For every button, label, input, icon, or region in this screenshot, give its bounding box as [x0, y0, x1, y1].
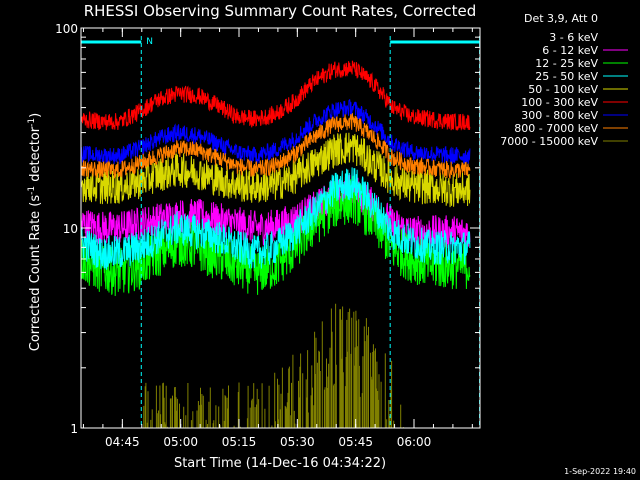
series-800-7000-kev	[80, 113, 471, 179]
legend-label: 7000 - 15000 keV	[500, 135, 598, 148]
series-50-100-kev	[80, 132, 471, 208]
x-tick-label: 05:30	[280, 435, 315, 449]
series-7000-15000-kev	[143, 303, 404, 428]
series-line	[143, 303, 404, 428]
legend-label: 3 - 6 keV	[549, 31, 598, 44]
legend-header: Det 3,9, Att 0	[524, 12, 598, 25]
series-line	[80, 167, 471, 270]
x-tick-label: 05:00	[163, 435, 198, 449]
x-axis-label: Start Time (14-Dec-16 04:34:22)	[174, 456, 386, 471]
legend-label: 300 - 800 keV	[521, 109, 598, 122]
series-3-6-kev	[80, 163, 471, 237]
series-line	[80, 163, 471, 237]
x-tick-label: 05:15	[222, 435, 257, 449]
legend-label: 12 - 25 keV	[535, 57, 598, 70]
legend-label: 6 - 12 keV	[542, 44, 598, 57]
legend-label: 100 - 300 keV	[521, 96, 598, 109]
x-tick-label: 06:00	[397, 435, 432, 449]
series-line	[80, 113, 471, 179]
series-100-300-kev	[80, 60, 471, 132]
y-tick-label: 1	[70, 422, 78, 436]
series-line	[80, 98, 471, 165]
chart-title: RHESSI Observing Summary Count Rates, Co…	[84, 2, 477, 20]
legend-label: 800 - 7000 keV	[514, 122, 598, 135]
y-tick-label: 100	[55, 22, 78, 36]
y-tick-label: 10	[63, 222, 78, 236]
series-25-50-kev	[80, 167, 471, 270]
x-tick-label: 05:45	[338, 435, 373, 449]
series-line	[80, 60, 471, 132]
saa-bar-label: N	[146, 37, 153, 47]
x-tick-label: 04:45	[105, 435, 140, 449]
legend-label: 50 - 100 keV	[528, 83, 598, 96]
series-300-800-kev	[80, 98, 471, 165]
axes: 1 10 100 04:45 05:00 05:15 05:30 05:45 06:00	[55, 22, 481, 449]
y-axis-label: Corrected Count Rate (s-1 detector-1)	[27, 113, 43, 351]
legend-label: 25 - 50 keV	[535, 70, 598, 83]
timestamp: 1-Sep-2022 19:40	[564, 467, 636, 476]
series-line	[80, 132, 471, 208]
plot-area: N	[80, 36, 481, 428]
